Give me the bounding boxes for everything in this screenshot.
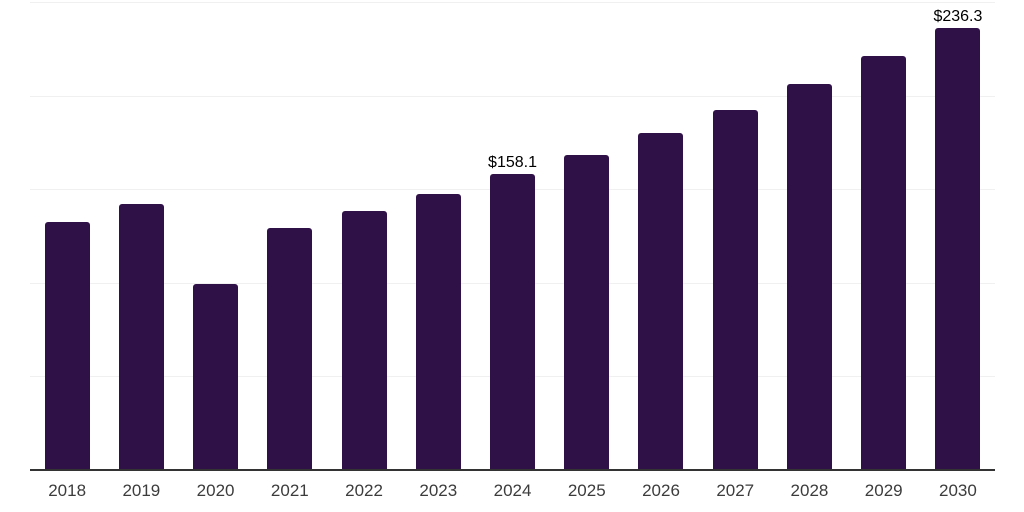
bar-2026 <box>638 132 684 470</box>
bar-slot-2022 <box>327 2 401 470</box>
bar-2028 <box>786 84 832 470</box>
x-tick-2027: 2027 <box>716 481 755 500</box>
x-axis-labels: 2018 2019 2020 2021 2022 2023 2024 2025 2026 2027… <box>30 482 995 499</box>
x-tick-2029: 2029 <box>864 481 903 500</box>
bar-2025 <box>564 154 610 470</box>
bar-2022 <box>341 211 387 470</box>
x-axis-line <box>30 469 995 471</box>
bar-2024 <box>490 174 536 470</box>
x-tick-2020: 2020 <box>196 481 235 500</box>
x-tick-2023: 2023 <box>419 481 458 500</box>
gridline-250 <box>30 2 995 3</box>
x-tick-2022: 2022 <box>345 481 383 500</box>
x-tick-2024: 2024 <box>493 481 532 500</box>
bar-2027 <box>712 109 758 470</box>
x-tick-2026: 2026 <box>642 481 680 500</box>
bar-slot-2028 <box>772 2 846 470</box>
x-tick-2030: 2030 <box>939 481 977 500</box>
bar-slot-2027 <box>698 2 772 470</box>
bar-2021 <box>267 228 313 470</box>
bars-row: $158.1 $236.3 <box>30 2 995 470</box>
x-tick-2025: 2025 <box>567 481 606 500</box>
bar-slot-2019 <box>104 2 178 470</box>
bar-slot-2025 <box>550 2 624 470</box>
bar-2020 <box>193 283 239 470</box>
bar-slot-2030: $236.3 <box>921 2 995 470</box>
bar-slot-2026 <box>624 2 698 470</box>
data-label-2030: $236.3 <box>933 7 983 25</box>
bar-slot-2029 <box>847 2 921 470</box>
x-tick-2019: 2019 <box>122 481 161 500</box>
bar-2029 <box>861 56 907 470</box>
bar-2030 <box>935 27 981 470</box>
x-tick-2028: 2028 <box>790 481 829 500</box>
x-tick-2018: 2018 <box>48 481 87 500</box>
x-tick-2021: 2021 <box>270 481 309 500</box>
data-label-2024: $158.1 <box>488 154 537 171</box>
bar-slot-2020 <box>178 2 252 470</box>
gridline-200 <box>30 95 995 97</box>
bar-slot-2024: $158.1 <box>475 2 549 470</box>
bar-2018 <box>44 222 90 470</box>
bar-2023 <box>415 193 461 470</box>
bar-slot-2021 <box>253 2 327 470</box>
bar-slot-2023 <box>401 2 475 470</box>
bar-2019 <box>118 204 164 470</box>
bar-slot-2018 <box>30 2 104 470</box>
plot-area: $158.1 $236.3 <box>30 2 995 470</box>
